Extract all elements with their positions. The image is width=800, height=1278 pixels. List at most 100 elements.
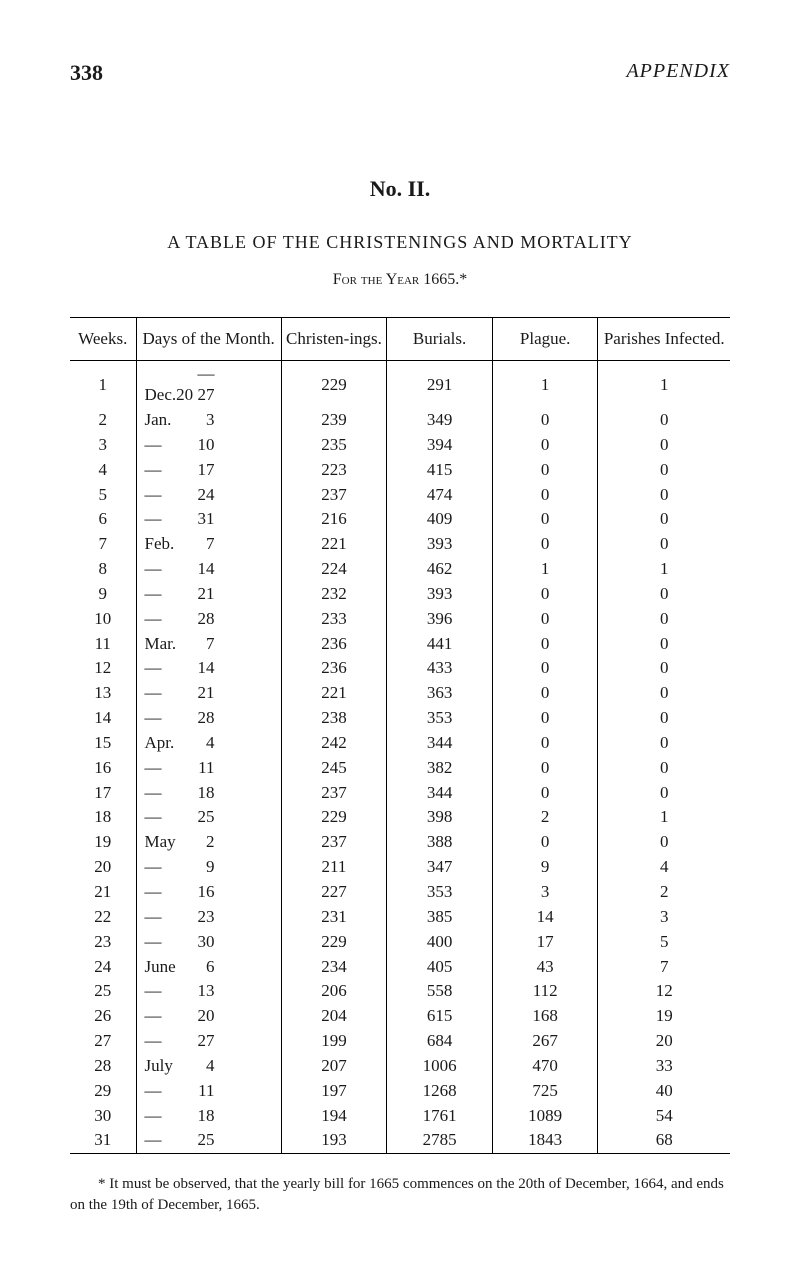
cell-parishes: 0 [598, 407, 730, 432]
table-row: 31—251932785184368 [70, 1128, 730, 1153]
cell-parishes: 0 [598, 457, 730, 482]
cell-plague: 267 [492, 1028, 598, 1053]
mortality-table: Weeks. Days of the Month. Christen-ings.… [70, 317, 730, 1154]
table-row: 10—2823339600 [70, 606, 730, 631]
cell-christenings: 229 [281, 929, 387, 954]
cell-burials: 382 [387, 755, 493, 780]
cell-parishes: 20 [598, 1028, 730, 1053]
col-header-days: Days of the Month. [136, 318, 281, 361]
cell-burials: 353 [387, 879, 493, 904]
cell-plague: 0 [492, 432, 598, 457]
cell-christenings: 206 [281, 979, 387, 1004]
cell-parishes: 0 [598, 680, 730, 705]
table-row: 23—30229400175 [70, 929, 730, 954]
cell-burials: 400 [387, 929, 493, 954]
cell-week: 14 [70, 705, 136, 730]
cell-christenings: 194 [281, 1103, 387, 1128]
cell-week: 19 [70, 830, 136, 855]
cell-burials: 388 [387, 830, 493, 855]
cell-burials: 363 [387, 680, 493, 705]
cell-days: —11 [136, 1078, 281, 1103]
table-row: 6—3121640900 [70, 507, 730, 532]
table-row: 9—2123239300 [70, 581, 730, 606]
table-row: 19May223738800 [70, 830, 730, 855]
table-row: 3—1023539400 [70, 432, 730, 457]
cell-plague: 1 [492, 361, 598, 408]
cell-days: —18 [136, 1103, 281, 1128]
cell-days: —17 [136, 457, 281, 482]
table-row: 24June6234405437 [70, 954, 730, 979]
cell-burials: 405 [387, 954, 493, 979]
cell-plague: 3 [492, 879, 598, 904]
cell-plague: 0 [492, 407, 598, 432]
cell-christenings: 237 [281, 780, 387, 805]
cell-burials: 344 [387, 730, 493, 755]
cell-plague: 0 [492, 507, 598, 532]
cell-days: —23 [136, 904, 281, 929]
cell-days: Mar.7 [136, 631, 281, 656]
cell-christenings: 245 [281, 755, 387, 780]
cell-week: 3 [70, 432, 136, 457]
cell-plague: 725 [492, 1078, 598, 1103]
cell-days: —20 [136, 1003, 281, 1028]
table-row: 16—1124538200 [70, 755, 730, 780]
cell-burials: 353 [387, 705, 493, 730]
cell-parishes: 0 [598, 730, 730, 755]
cell-week: 16 [70, 755, 136, 780]
table-row: 22—23231385143 [70, 904, 730, 929]
cell-week: 2 [70, 407, 136, 432]
cell-week: 17 [70, 780, 136, 805]
cell-christenings: 199 [281, 1028, 387, 1053]
cell-days: May2 [136, 830, 281, 855]
cell-parishes: 0 [598, 482, 730, 507]
cell-parishes: 0 [598, 507, 730, 532]
cell-christenings: 236 [281, 631, 387, 656]
section-number: No. II. [70, 176, 730, 202]
cell-burials: 474 [387, 482, 493, 507]
cell-days: —24 [136, 482, 281, 507]
cell-plague: 112 [492, 979, 598, 1004]
cell-plague: 0 [492, 457, 598, 482]
cell-parishes: 19 [598, 1003, 730, 1028]
cell-burials: 398 [387, 805, 493, 830]
table-row: 12—1423643300 [70, 656, 730, 681]
cell-burials: 441 [387, 631, 493, 656]
cell-christenings: 207 [281, 1053, 387, 1078]
cell-burials: 409 [387, 507, 493, 532]
cell-parishes: 0 [598, 755, 730, 780]
cell-week: 27 [70, 1028, 136, 1053]
cell-parishes: 54 [598, 1103, 730, 1128]
table-subtitle: For the Year 1665.* [70, 271, 730, 289]
running-head: APPENDIX [626, 60, 730, 86]
cell-plague: 0 [492, 631, 598, 656]
table-row: 8—1422446211 [70, 556, 730, 581]
col-header-christenings: Christen-ings. [281, 318, 387, 361]
cell-christenings: 216 [281, 507, 387, 532]
cell-plague: 0 [492, 830, 598, 855]
cell-days: —28 [136, 705, 281, 730]
cell-parishes: 0 [598, 656, 730, 681]
cell-plague: 0 [492, 780, 598, 805]
cell-burials: 1006 [387, 1053, 493, 1078]
cell-days: Feb.7 [136, 531, 281, 556]
cell-week: 7 [70, 531, 136, 556]
cell-christenings: 232 [281, 581, 387, 606]
cell-plague: 470 [492, 1053, 598, 1078]
table-row: 4—1722341500 [70, 457, 730, 482]
cell-week: 8 [70, 556, 136, 581]
table-row: 5—2423747400 [70, 482, 730, 507]
cell-burials: 558 [387, 979, 493, 1004]
cell-days: —31 [136, 507, 281, 532]
cell-christenings: 231 [281, 904, 387, 929]
cell-parishes: 12 [598, 979, 730, 1004]
cell-days: —21 [136, 581, 281, 606]
col-header-weeks: Weeks. [70, 318, 136, 361]
cell-christenings: 238 [281, 705, 387, 730]
cell-parishes: 40 [598, 1078, 730, 1103]
table-row: 14—2823835300 [70, 705, 730, 730]
table-title: A TABLE OF THE CHRISTENINGS AND MORTALIT… [70, 232, 730, 253]
cell-days: —25 [136, 805, 281, 830]
cell-burials: 433 [387, 656, 493, 681]
cell-days: Apr.4 [136, 730, 281, 755]
cell-plague: 0 [492, 581, 598, 606]
